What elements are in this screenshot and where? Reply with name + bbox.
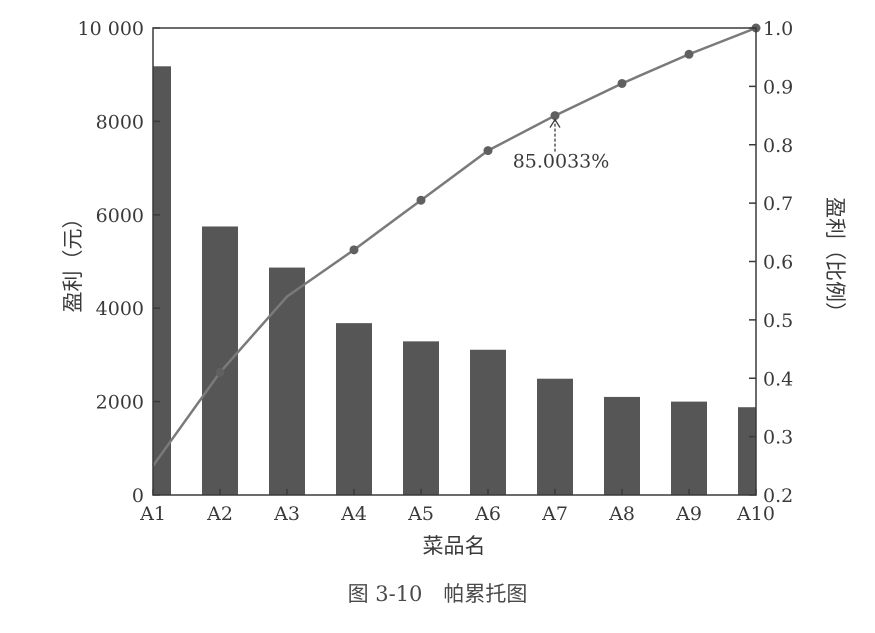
right-tick-label: 0.2 (763, 485, 793, 507)
x-tick-label: A7 (541, 503, 568, 525)
marker-A9 (684, 49, 694, 59)
marker-A8 (617, 78, 627, 88)
x-tick-label: A6 (474, 503, 501, 525)
right-tick-label: 1.0 (763, 18, 793, 40)
bar-A10 (738, 407, 756, 495)
x-axis-ticks: A1 A2 A3 A4 A5 A6 A7 A8 A9 A10 (139, 489, 775, 525)
x-axis-label: 菜品名 (423, 534, 486, 558)
bar-A6 (470, 349, 506, 495)
right-tick-label: 0.6 (763, 252, 793, 274)
bars-group (153, 66, 756, 495)
right-tick-label: 0.4 (763, 368, 793, 390)
y-axis-label-right: 盈利（比例） (823, 197, 847, 323)
cumulative-line-group (151, 23, 761, 467)
left-tick-label: 4000 (96, 298, 144, 320)
right-tick-label: 0.9 (763, 76, 793, 98)
x-tick-label: A2 (206, 503, 233, 525)
annotation-text: 85.0033% (513, 151, 610, 173)
marker-A6 (483, 146, 493, 156)
left-tick-label: 0 (132, 485, 144, 507)
annotation-arrowhead (549, 118, 561, 128)
right-tick-label: 0.3 (763, 427, 793, 449)
y-axis-label-left: 盈利（元） (61, 208, 85, 313)
right-tick-label: 0.5 (763, 310, 793, 332)
bar-A1 (153, 66, 171, 495)
x-tick-label: A9 (675, 503, 702, 525)
right-tick-label: 0.8 (763, 135, 793, 157)
right-tick-label: 0.7 (763, 193, 793, 215)
marker-A7 (550, 111, 560, 121)
annotation: 85.0033% (513, 118, 610, 173)
marker-A4 (349, 245, 359, 255)
left-tick-label: 10 000 (78, 18, 144, 40)
cumulative-line (151, 26, 757, 467)
x-tick-label: A8 (608, 503, 635, 525)
left-axis-ticks: 0 2000 4000 6000 8000 10 000 (78, 18, 160, 507)
bar-A5 (403, 341, 439, 495)
left-tick-label: 6000 (96, 205, 144, 227)
x-tick-label: A5 (407, 503, 434, 525)
bar-A3 (269, 267, 305, 495)
left-tick-label: 2000 (96, 392, 144, 414)
cumulative-markers (215, 23, 761, 377)
bar-A4 (336, 323, 372, 495)
x-tick-label: A1 (139, 503, 166, 525)
right-axis-ticks: 0.2 0.3 0.4 0.5 0.6 0.7 0.8 0.9 1.0 (749, 18, 793, 507)
marker-A5 (416, 195, 426, 205)
x-tick-label: A3 (273, 503, 300, 525)
x-tick-label: A4 (340, 503, 367, 525)
x-tick-label: A10 (736, 503, 775, 525)
left-tick-label: 8000 (96, 111, 144, 133)
bar-A8 (604, 396, 640, 495)
bar-A9 (671, 401, 707, 495)
bar-A2 (202, 226, 238, 495)
bar-A7 (537, 378, 573, 495)
figure-caption: 图 3-10 帕累托图 (347, 582, 528, 606)
plot-frame (152, 27, 757, 496)
marker-A2 (215, 367, 225, 377)
